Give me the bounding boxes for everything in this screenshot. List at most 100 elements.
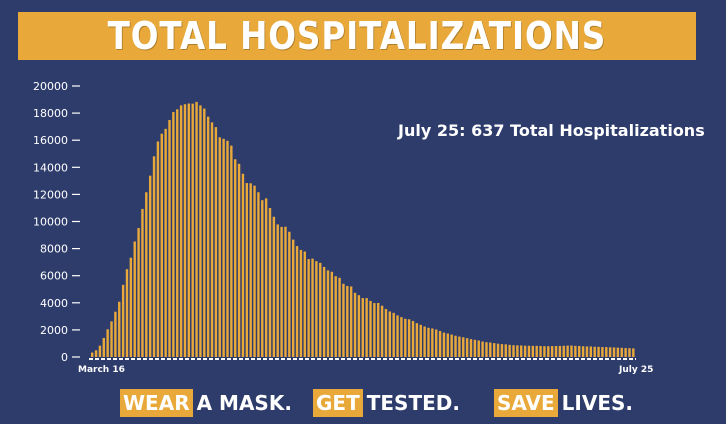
bar — [191, 103, 194, 357]
bar — [504, 344, 507, 357]
bar — [465, 338, 469, 357]
bar — [91, 352, 94, 357]
bar — [361, 298, 364, 357]
bar — [295, 246, 299, 357]
bar — [338, 277, 341, 357]
footer-text: TESTED. — [366, 391, 460, 415]
bar — [520, 345, 523, 357]
bar — [574, 345, 577, 357]
bar — [326, 270, 330, 357]
bar — [148, 175, 152, 357]
y-tick-label: 2000 — [40, 324, 68, 337]
bar — [380, 305, 384, 357]
bar — [114, 311, 117, 357]
y-tick-label: 8000 — [40, 243, 68, 256]
y-tick-label: 4000 — [40, 297, 68, 310]
bar — [411, 320, 415, 357]
bar — [203, 108, 206, 357]
bar — [253, 185, 256, 357]
bar — [566, 345, 569, 357]
bar — [214, 127, 218, 357]
footer-get-tested: GET TESTED. — [313, 389, 460, 417]
bar — [234, 159, 237, 357]
bar — [118, 301, 121, 357]
footer-highlight: WEAR — [120, 389, 193, 417]
bar — [349, 286, 353, 357]
bar — [427, 327, 430, 357]
bar — [276, 224, 279, 357]
bar-series — [91, 101, 635, 358]
bar — [237, 163, 241, 357]
bar — [496, 343, 500, 357]
bar — [469, 339, 473, 357]
bar — [632, 348, 635, 357]
bar — [415, 323, 419, 357]
bar — [547, 346, 550, 357]
bar — [608, 347, 612, 357]
bar — [365, 298, 368, 357]
bar — [543, 346, 546, 357]
bar — [319, 262, 322, 357]
x-start-label: March 16 — [78, 365, 125, 375]
bar — [137, 228, 140, 357]
bar — [431, 328, 434, 357]
bar — [396, 315, 399, 357]
bar — [199, 105, 202, 357]
bar — [303, 251, 306, 357]
y-tick-label: 20000 — [33, 80, 68, 93]
bar — [110, 321, 113, 357]
bar — [388, 311, 392, 357]
bar — [241, 173, 245, 357]
bar — [601, 347, 604, 357]
bar — [392, 312, 395, 357]
bar — [438, 331, 442, 357]
bar — [129, 257, 133, 357]
bar — [523, 345, 527, 357]
bar — [597, 346, 600, 357]
x-end-label: July 25 — [618, 365, 653, 375]
bar — [605, 347, 608, 357]
y-tick-label: 16000 — [33, 134, 68, 147]
bar — [578, 345, 581, 357]
bar — [311, 258, 314, 357]
footer-text: A MASK. — [196, 391, 292, 415]
bar — [280, 226, 283, 357]
bar — [585, 346, 589, 357]
bar — [562, 345, 565, 357]
bar — [512, 345, 515, 357]
bar — [307, 259, 310, 357]
bar — [539, 346, 542, 357]
bar — [245, 183, 249, 357]
bar — [133, 241, 136, 357]
bar — [330, 271, 334, 357]
footer-save-lives: SAVE LIVES. — [494, 389, 633, 417]
bar — [612, 347, 616, 357]
bar — [454, 335, 457, 357]
bar — [407, 319, 411, 357]
bar — [423, 326, 426, 357]
bar — [462, 337, 465, 357]
bar — [616, 347, 620, 357]
bar — [377, 302, 380, 357]
bar — [442, 332, 446, 357]
bar — [384, 308, 388, 357]
bar — [473, 339, 477, 357]
bar — [570, 345, 573, 357]
bar — [299, 249, 303, 357]
y-axis: 0 2000 4000 6000 8000 10000 12000 14000 16000 180… — [33, 80, 80, 364]
bar — [346, 285, 349, 357]
bar — [226, 140, 229, 357]
y-tick-label: 6000 — [40, 270, 68, 283]
bar — [373, 303, 376, 357]
bar — [508, 344, 511, 357]
bar — [183, 104, 187, 358]
footer-wear-mask: WEAR A MASK. — [120, 389, 292, 417]
bar — [554, 346, 558, 357]
footer-highlight: SAVE — [494, 389, 558, 417]
bar — [102, 337, 105, 357]
bar — [531, 345, 535, 357]
bar — [492, 343, 496, 357]
bar — [206, 116, 210, 357]
chart-annotation: July 25: 637 Total Hospitalizations — [397, 121, 705, 140]
